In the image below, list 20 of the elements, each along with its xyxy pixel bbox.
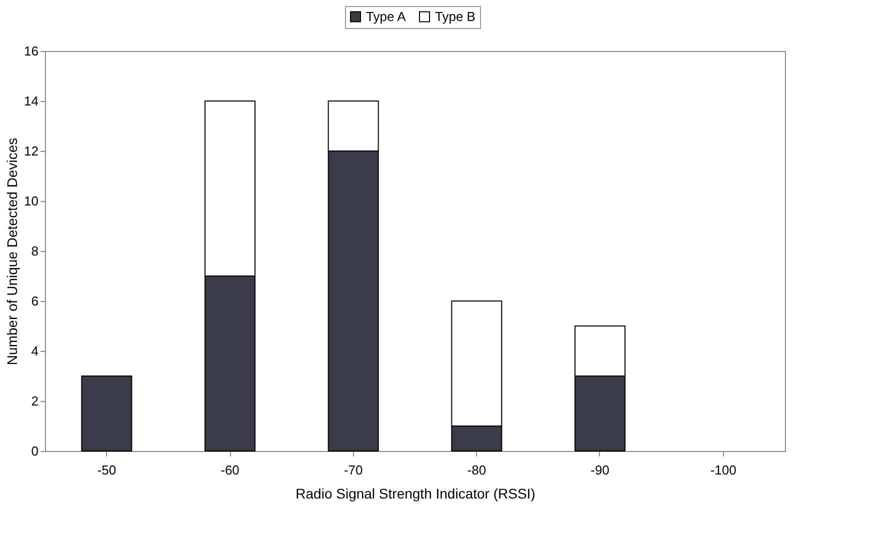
y-tick-label: 14	[24, 94, 38, 108]
x-tick-label: -70	[344, 462, 363, 478]
x-tick-label: -100	[710, 462, 736, 478]
x-tick-label: -80	[467, 462, 486, 478]
legend-label: Type A	[366, 8, 406, 24]
y-tick-label: 10	[24, 194, 38, 208]
x-tick-label: -50	[97, 462, 116, 478]
y-axis-title: Number of Unique Detected Devices	[4, 138, 20, 366]
y-tick-label: 6	[31, 294, 38, 308]
y-tick-label: 0	[31, 444, 38, 458]
x-tick-label: -60	[220, 462, 240, 478]
y-tick-label: 12	[24, 144, 38, 158]
x-tick-label: -90	[590, 462, 610, 478]
x-axis-title: Radio Signal Strength Indicator (RSSI)	[296, 486, 536, 502]
y-tick-label: 2	[31, 394, 38, 408]
y-tick-label: 16	[24, 44, 38, 58]
y-tick-label: 4	[31, 344, 38, 358]
legend-label: Type B	[435, 8, 476, 24]
y-tick-label: 8	[31, 244, 38, 258]
bar	[81, 376, 132, 452]
